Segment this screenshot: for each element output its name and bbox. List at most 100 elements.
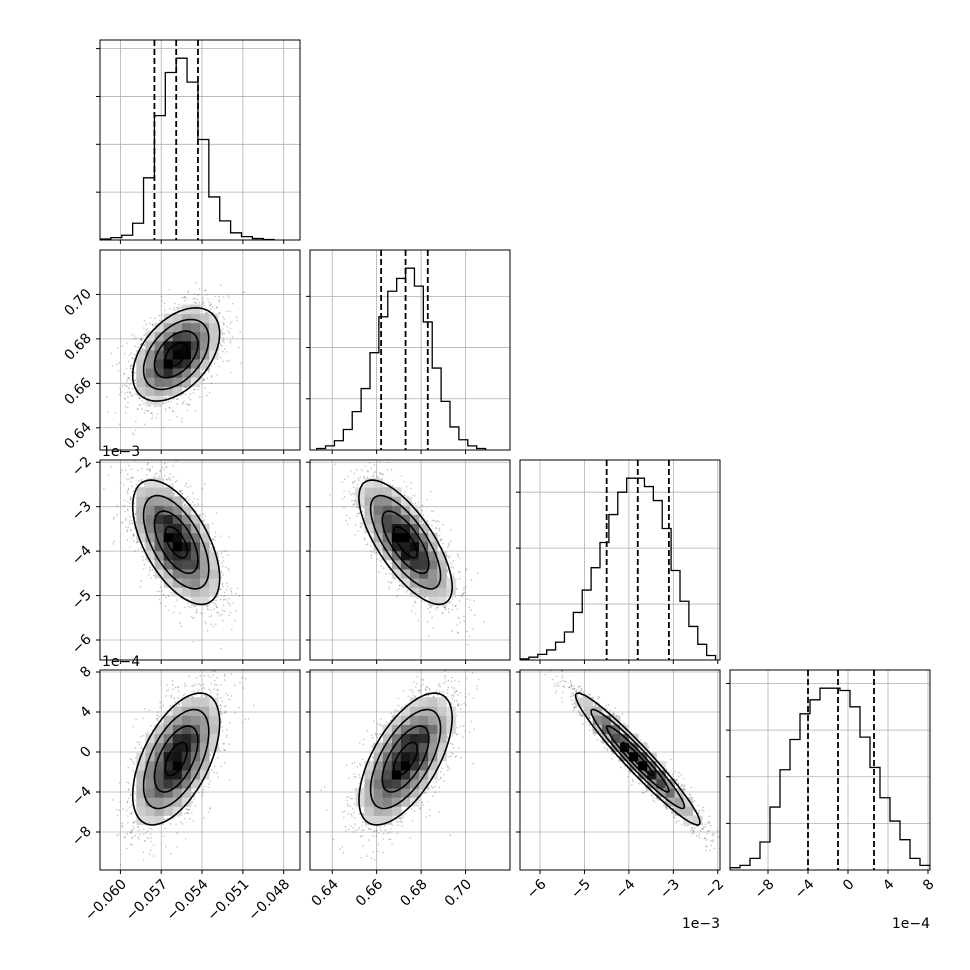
scatter-point: [179, 612, 181, 614]
density-bin: [391, 532, 402, 543]
density-bin: [428, 569, 438, 579]
scatter-point: [397, 594, 400, 597]
scatter-point: [588, 716, 591, 719]
scatter-point: [571, 699, 573, 702]
scatter-point: [192, 392, 195, 394]
scatter-point: [354, 776, 357, 778]
density-bin: [172, 386, 183, 396]
density-bin: [190, 733, 201, 744]
scatter-point: [159, 469, 162, 471]
scatter-point: [173, 307, 175, 309]
scatter-point: [127, 401, 129, 404]
density-bin: [181, 505, 192, 515]
scatter-point: [378, 461, 381, 463]
scatter-point: [178, 703, 181, 705]
scatter-point: [204, 289, 206, 292]
scatter-point: [634, 771, 636, 774]
scatter-point: [177, 697, 180, 699]
density-bin: [172, 587, 183, 597]
histogram-series-2: [520, 477, 717, 660]
density-bin: [391, 569, 402, 579]
scatter-point: [138, 838, 140, 840]
scatter-point: [118, 362, 120, 364]
scatter-point: [448, 608, 450, 610]
scatter-point: [597, 697, 599, 700]
scatter-point: [149, 853, 151, 856]
scatter-point: [130, 371, 133, 373]
scatter-point: [159, 319, 161, 322]
scatter-point: [470, 720, 473, 723]
scatter-point: [131, 520, 133, 522]
scatter-point: [156, 590, 159, 593]
scatter-point: [126, 832, 128, 835]
scatter-point: [350, 493, 352, 496]
scatter-point: [426, 621, 429, 623]
x-tick-label: −0.060: [82, 876, 130, 924]
scatter-point: [355, 469, 358, 471]
density-bin: [154, 815, 165, 825]
scatter-point: [145, 329, 147, 332]
scatter-point: [224, 673, 226, 676]
scatter-point: [381, 473, 383, 476]
scatter-point: [468, 731, 471, 733]
density-bin: [391, 541, 402, 552]
scatter-point: [446, 692, 449, 694]
scatter-point: [189, 485, 192, 488]
scatter-point: [129, 392, 131, 395]
scatter-point: [126, 473, 129, 476]
scatter-point: [153, 405, 156, 408]
panel-frame: [99, 39, 301, 241]
density-bin: [181, 578, 192, 588]
scatter-point: [448, 601, 450, 604]
scatter-point: [360, 523, 363, 526]
scatter-point: [222, 599, 225, 601]
density-bin: [163, 523, 174, 534]
density-bin: [373, 770, 384, 780]
scatter-point: [133, 535, 135, 537]
scatter-point: [111, 365, 114, 367]
scatter-point: [221, 712, 223, 715]
scatter-point: [458, 600, 461, 602]
scatter-point: [386, 832, 389, 834]
scatter-point: [206, 605, 209, 608]
scatter-point: [216, 306, 218, 309]
scatter-point: [231, 628, 233, 631]
scatter-point: [206, 293, 208, 296]
scatter-point: [671, 773, 674, 775]
scatter-point: [176, 306, 178, 309]
scatter-point: [422, 804, 424, 806]
scatter-point: [405, 485, 408, 488]
scatter-point: [141, 400, 144, 402]
scatter-point: [440, 777, 442, 780]
scatter-point: [187, 808, 190, 811]
scatter-point: [701, 827, 704, 830]
density-bin: [428, 724, 438, 735]
scatter-point: [184, 296, 186, 299]
scatter-point: [373, 464, 376, 466]
density-bin: [683, 815, 694, 825]
y-tick-label: −3: [69, 498, 95, 524]
scatter-point: [439, 771, 442, 773]
scatter-point: [466, 644, 469, 646]
density-bin: [209, 715, 219, 725]
density-bin: [181, 368, 192, 378]
scatter-point: [136, 740, 138, 743]
scatter-point: [150, 412, 152, 415]
scatter-point: [223, 598, 226, 601]
contour-lines: [574, 692, 701, 826]
scatter-point: [401, 809, 404, 812]
scatter-point: [421, 600, 423, 602]
scatter-point: [219, 749, 222, 752]
scatter-point: [165, 690, 168, 692]
density-bin: [656, 779, 666, 789]
scatter-point: [162, 722, 164, 725]
scatter-point: [350, 825, 352, 827]
scatter-point: [366, 543, 369, 545]
scatter-point: [589, 718, 591, 720]
scatter-point: [690, 786, 693, 789]
scatter-point: [371, 734, 373, 736]
density-bin: [154, 779, 165, 789]
scatter-point: [347, 804, 349, 807]
scatter-point: [167, 478, 170, 480]
scatter-point: [431, 524, 433, 527]
